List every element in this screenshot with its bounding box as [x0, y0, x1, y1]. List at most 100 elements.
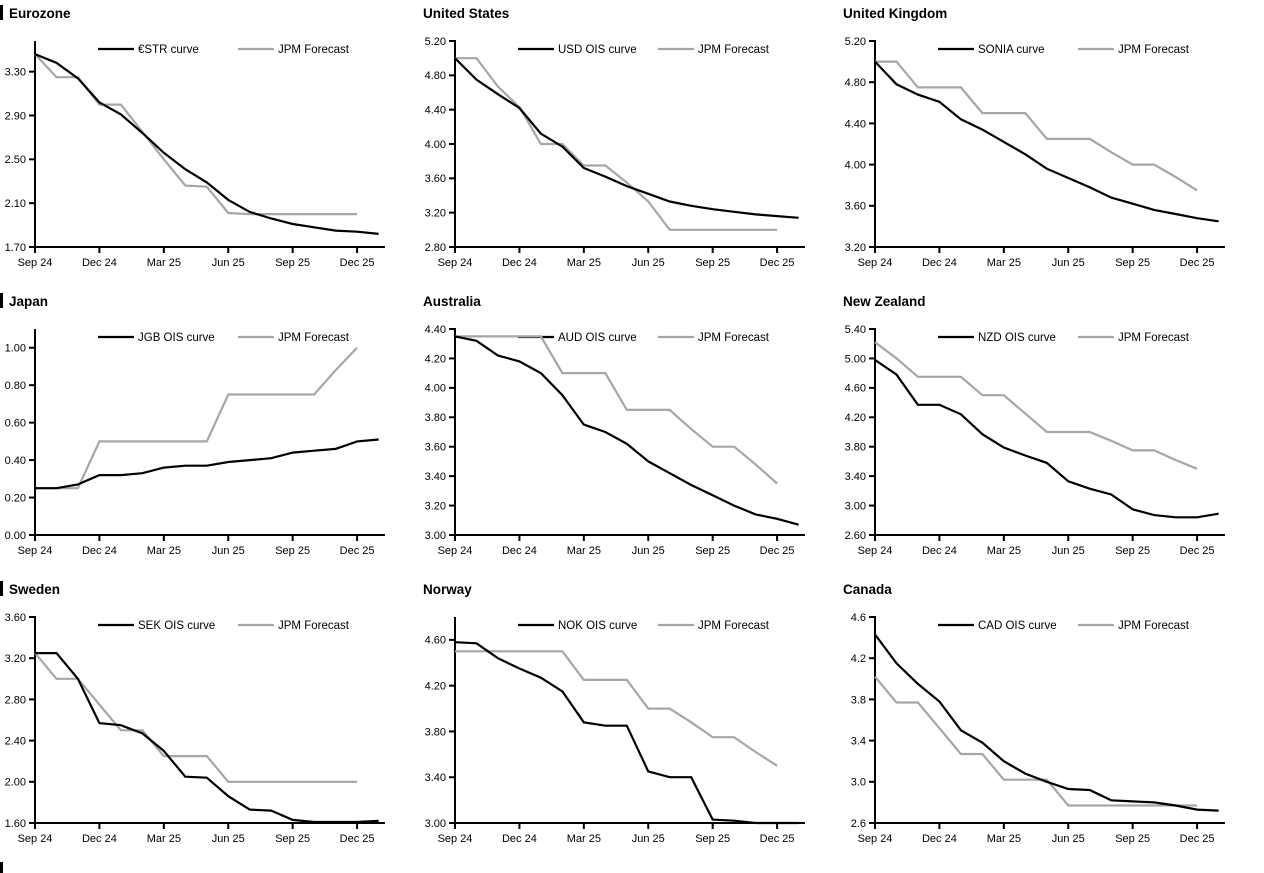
y-tick-label: 3.4 [851, 735, 866, 747]
x-tick-label: Dec 25 [340, 257, 375, 269]
series-line-new-zealand [874, 358, 1219, 519]
chart-title-row-canada: Canada [840, 576, 1261, 605]
y-tick-label: 4.20 [425, 353, 446, 365]
x-tick-label: Dec 25 [760, 257, 795, 269]
chart-canvas-sweden: 3.60 3.20 2.80 2.40 2.00 1.60 Sep 24 Dec 24 Mar … [5, 612, 385, 845]
y-tick-label: 3.80 [425, 412, 446, 424]
forecast-line-united-kingdom [875, 60, 1198, 192]
legend-series-label: SEK OIS curve [138, 620, 215, 632]
x-tick-label: Sep 25 [275, 545, 310, 557]
title-accent-bar [0, 5, 3, 20]
chart-panel-sweden: Sweden 3.60 3.20 2.80 2.40 2.00 1.60 Sep 24 Dec … [0, 576, 421, 864]
legend-forecast-label: JPM Forecast [698, 332, 770, 344]
series-line-japan [35, 438, 379, 490]
chart-title: Canada [843, 582, 892, 597]
chart-panel-australia: Australia 4.40 4.20 4.00 3.80 3.60 3.40 3.20 3.0… [420, 288, 841, 576]
x-tick-label: Jun 25 [1052, 257, 1085, 269]
y-tick-label: 3.0 [851, 777, 866, 789]
legend-forecast-label: JPM Forecast [1118, 332, 1190, 344]
chart-title: United States [423, 6, 510, 21]
y-tick-label: 4.00 [425, 383, 446, 395]
y-tick-label: 4.2 [851, 653, 866, 665]
series-line-canada [874, 633, 1219, 812]
y-tick-label: 3.00 [425, 530, 446, 542]
next-section-title-bar [0, 862, 3, 873]
x-tick-label: Mar 25 [987, 257, 1021, 269]
legend-forecast-label: JPM Forecast [278, 44, 350, 56]
y-tick-label: 4.40 [425, 324, 446, 336]
y-tick-label: 3.80 [845, 442, 866, 454]
y-tick-label: 4.20 [425, 681, 446, 693]
y-tick-label: 2.80 [5, 694, 26, 706]
y-tick-label: 4.40 [845, 118, 866, 130]
y-tick-label: 3.80 [425, 726, 446, 738]
x-tick-label: Mar 25 [147, 545, 181, 557]
chart-title-row-eurozone: Eurozone [0, 0, 421, 29]
x-tick-label: Dec 24 [922, 545, 957, 557]
x-tick-label: Dec 24 [502, 833, 537, 845]
x-tick-label: Sep 24 [18, 833, 53, 845]
forecast-line-sweden [34, 652, 358, 783]
x-tick-label: Dec 25 [1180, 545, 1215, 557]
x-tick-label: Dec 24 [502, 257, 537, 269]
x-tick-label: Jun 25 [212, 545, 245, 557]
chart-title-row-united-states: United States [420, 0, 841, 29]
x-tick-label: Dec 25 [340, 545, 375, 557]
legend-series-label: NZD OIS curve [978, 332, 1056, 344]
legend-forecast-label: JPM Forecast [278, 620, 350, 632]
x-tick-label: Sep 25 [695, 257, 730, 269]
chart-canvas-new-zealand: 5.40 5.00 4.60 4.20 3.80 3.40 3.00 2.60 Sep 24 De… [845, 324, 1225, 557]
legend-series-label: AUD OIS curve [558, 332, 637, 344]
chart-panel-eurozone: Eurozone 3.30 2.90 2.50 2.10 1.70 Sep 24 Dec 24… [0, 0, 421, 288]
x-tick-label: Sep 25 [275, 833, 310, 845]
chart-canvas-japan: 1.00 0.80 0.60 0.40 0.20 0.00 Sep 24 Dec 24 Mar … [5, 329, 385, 557]
y-tick-label: 2.10 [5, 198, 26, 210]
x-tick-label: Jun 25 [632, 257, 665, 269]
forecast-line-japan [35, 346, 358, 490]
chart-title-row-australia: Australia [420, 288, 841, 317]
x-tick-label: Jun 25 [632, 833, 665, 845]
chart-panel-japan: Japan 1.00 0.80 0.60 0.40 0.20 0.00 Sep 24 Dec 2… [0, 288, 421, 576]
legend-forecast-label: JPM Forecast [1118, 44, 1190, 56]
y-tick-label: 3.20 [845, 242, 866, 254]
x-tick-label: Dec 25 [760, 833, 795, 845]
x-tick-label: Dec 24 [82, 545, 117, 557]
y-tick-label: 3.60 [425, 442, 446, 454]
y-tick-label: 4.00 [425, 139, 446, 151]
legend-forecast-label: JPM Forecast [698, 44, 770, 56]
chart-title: Eurozone [9, 6, 71, 21]
forecast-line-eurozone [34, 53, 358, 216]
legend-series-label: USD OIS curve [558, 44, 637, 56]
x-tick-label: Dec 24 [82, 257, 117, 269]
y-tick-label: 0.80 [5, 380, 26, 392]
y-tick-label: 4.40 [425, 105, 446, 117]
y-tick-label: 5.00 [845, 353, 866, 365]
y-tick-label: 4.80 [845, 77, 866, 89]
x-tick-label: Sep 24 [438, 257, 473, 269]
legend-series-label: SONIA curve [978, 44, 1044, 56]
x-tick-label: Sep 24 [858, 545, 893, 557]
chart-panel-norway: Norway 4.60 4.20 3.80 3.40 3.00 Sep 24 Dec 24 Ma… [420, 576, 841, 864]
legend-forecast-label: JPM Forecast [698, 620, 770, 632]
x-tick-label: Jun 25 [212, 833, 245, 845]
x-tick-label: Jun 25 [212, 257, 245, 269]
chart-title: Australia [423, 294, 481, 309]
y-tick-label: 4.60 [845, 383, 866, 395]
x-tick-label: Sep 25 [695, 545, 730, 557]
x-tick-label: Sep 24 [18, 257, 53, 269]
chart-canvas-norway: 4.60 4.20 3.80 3.40 3.00 Sep 24 Dec 24 Mar 25 Ju… [425, 617, 805, 845]
x-tick-label: Dec 24 [82, 833, 117, 845]
y-tick-label: 3.60 [425, 173, 446, 185]
y-tick-label: 4.6 [851, 612, 866, 624]
legend-series-label: JGB OIS curve [138, 332, 215, 344]
x-tick-label: Mar 25 [567, 545, 601, 557]
chart-title-row-japan: Japan [0, 288, 421, 317]
y-tick-label: 3.30 [5, 67, 26, 79]
y-tick-label: 2.80 [425, 242, 446, 254]
chart-title-row-sweden: Sweden [0, 576, 421, 605]
x-tick-label: Jun 25 [1052, 833, 1085, 845]
y-tick-label: 4.60 [425, 635, 446, 647]
x-tick-label: Dec 25 [1180, 257, 1215, 269]
x-tick-label: Sep 25 [695, 833, 730, 845]
